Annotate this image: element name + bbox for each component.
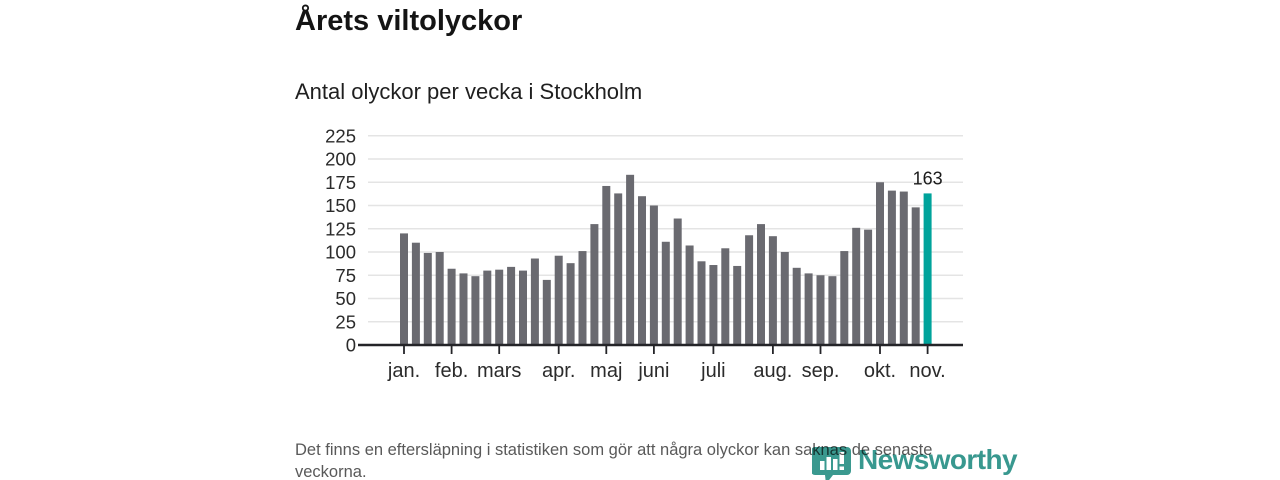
bar-week-13 — [542, 279, 551, 345]
bar-week-43 — [899, 191, 908, 345]
bar-week-30 — [745, 235, 754, 345]
bar-week-25 — [685, 245, 694, 345]
bar-week-1 — [400, 233, 408, 345]
bar-week-36 — [816, 275, 825, 345]
y-axis-label-175: 175 — [325, 172, 356, 193]
bar-week-29 — [733, 265, 742, 345]
y-axis-label-25: 25 — [335, 311, 356, 332]
y-axis-label-225: 225 — [325, 125, 356, 146]
bar-week-8 — [483, 270, 492, 345]
bar-week-21 — [638, 196, 646, 345]
newsworthy-logo-text: Newsworthy — [858, 444, 1018, 475]
bar-week-22 — [649, 205, 658, 345]
weekly-accidents-bar-chart: 0 25 50 75 100 125 150 175 200 225 jan. feb. mars apr… — [290, 120, 980, 388]
bar-week-6 — [459, 273, 468, 345]
y-axis-label-100: 100 — [325, 242, 356, 263]
y-axis-label-0: 0 — [346, 335, 356, 356]
bar-week-41 — [876, 182, 884, 345]
bar-week-9 — [495, 269, 504, 345]
footer-note: Det finns en eftersläpning i statistiken… — [295, 441, 933, 480]
bar-week-28 — [721, 248, 730, 345]
x-axis-label-juli: juli — [700, 360, 725, 382]
bar-week-3 — [423, 252, 432, 345]
y-axis-label-200: 200 — [325, 149, 356, 170]
x-axis-label-feb.: feb. — [435, 360, 468, 382]
bar-week-5 — [447, 268, 456, 345]
bar-week-23 — [661, 241, 670, 345]
bar-week-27 — [709, 265, 718, 345]
bar-week-38 — [840, 251, 849, 345]
x-axis-label-maj: maj — [590, 360, 622, 382]
bar-week-35 — [804, 273, 813, 345]
x-axis-label-jan.: jan. — [387, 360, 420, 382]
bar-week-45 — [923, 193, 932, 345]
x-axis-label-mars: mars — [477, 360, 521, 382]
bar-week-10 — [507, 266, 516, 345]
bar-week-37 — [828, 276, 837, 345]
newsworthy-logo: Newsworthy — [812, 444, 1018, 480]
x-axis-label-aug.: aug. — [753, 360, 792, 382]
bar-week-17 — [590, 224, 599, 345]
x-axis-label-okt.: okt. — [864, 360, 896, 382]
bar-week-19 — [614, 193, 623, 345]
bar-week-34 — [792, 267, 801, 345]
bar-week-42 — [887, 190, 896, 345]
newsworthy-logo-icon — [812, 447, 851, 480]
bar-week-15 — [566, 263, 575, 345]
page-title: Årets viltolyckor — [295, 5, 523, 37]
bar-week-7 — [471, 276, 480, 345]
bar-week-12 — [530, 258, 539, 345]
bar-week-18 — [602, 185, 611, 345]
bar-week-39 — [852, 227, 861, 345]
bar-week-44 — [911, 207, 920, 345]
y-axis-label-125: 125 — [325, 218, 356, 239]
x-axis-label-juni: juni — [637, 360, 669, 382]
y-axis-label-150: 150 — [325, 195, 356, 216]
bar-week-4 — [435, 252, 444, 345]
bar-week-14 — [554, 255, 563, 345]
bar-week-24 — [673, 218, 682, 345]
bar-week-20 — [626, 174, 635, 345]
bar-week-33 — [780, 252, 789, 345]
bar-week-11 — [519, 270, 527, 345]
highlight-value-label: 163 — [913, 168, 943, 188]
y-axis-label-50: 50 — [335, 288, 356, 309]
x-axis-label-apr.: apr. — [542, 360, 575, 382]
bar-week-2 — [411, 242, 420, 345]
x-axis-label-nov.: nov. — [909, 360, 945, 382]
bar-week-32 — [768, 236, 777, 345]
bar-week-40 — [864, 229, 873, 345]
bar-week-16 — [578, 251, 587, 345]
chart-subtitle: Antal olyckor per vecka i Stockholm — [295, 79, 643, 104]
x-axis-label-sep.: sep. — [802, 360, 840, 382]
bar-week-31 — [757, 224, 765, 345]
bar-week-26 — [697, 261, 706, 345]
y-axis-label-75: 75 — [335, 265, 356, 286]
